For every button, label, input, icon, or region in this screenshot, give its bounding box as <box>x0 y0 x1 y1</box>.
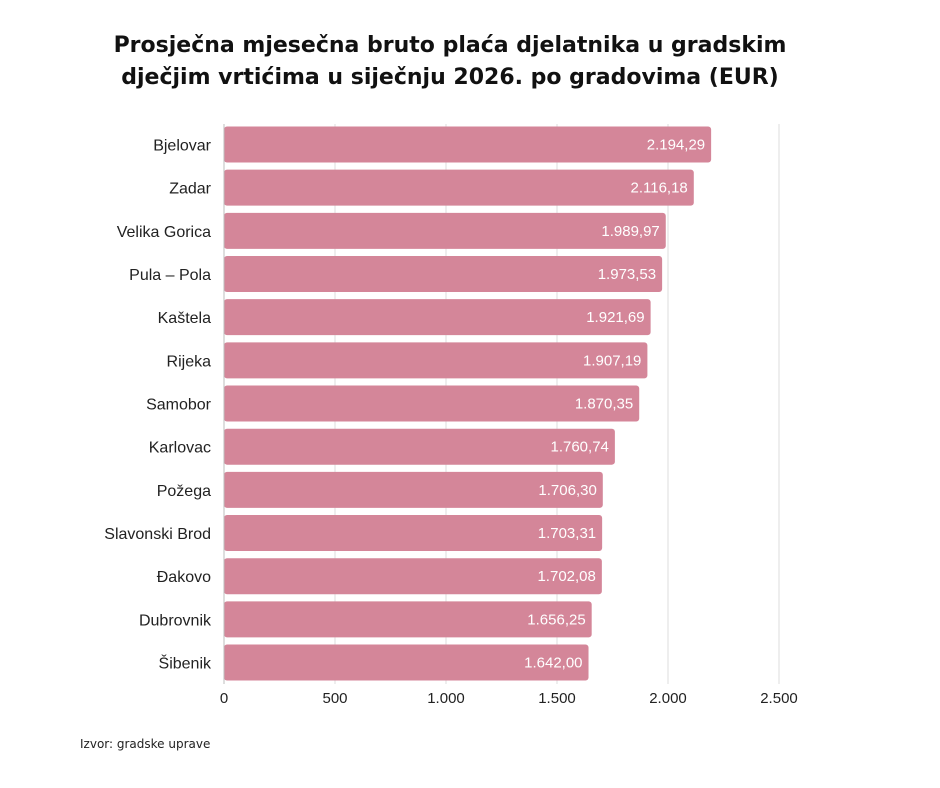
bar-value-label-11: 1.656,25 <box>527 611 585 628</box>
category-label-11: Dubrovnik <box>139 612 212 629</box>
bar-value-label-1: 2.116,18 <box>631 180 688 197</box>
category-label-12: Šibenik <box>159 654 212 673</box>
bar-2 <box>224 212 666 249</box>
category-label-2: Velika Gorica <box>117 224 211 241</box>
bar-3 <box>224 256 663 293</box>
chart-title: Prosječna mjesečna bruto plaća djelatnik… <box>60 30 840 94</box>
bar-value-label-9: 1.703,31 <box>538 525 596 542</box>
bar-value-label-2: 1.989,97 <box>601 223 659 240</box>
x-tick-label-4: 2.000 <box>649 690 687 707</box>
bar-value-label-0: 2.194,29 <box>647 137 705 154</box>
category-label-7: Karlovac <box>149 440 211 457</box>
category-label-6: Samobor <box>146 397 212 414</box>
bar-0 <box>224 126 712 163</box>
category-label-3: Pula – Pola <box>129 267 211 284</box>
bar-10 <box>224 558 602 595</box>
source-note: Izvor: gradske uprave <box>80 737 211 751</box>
chart-title-line-2: dječjim vrtićima u siječnju 2026. po gra… <box>121 65 779 90</box>
bar-value-label-3: 1.973,53 <box>598 266 656 283</box>
category-label-8: Požega <box>157 483 211 500</box>
category-label-10: Đakovo <box>157 569 211 586</box>
category-label-5: Rijeka <box>167 353 212 370</box>
category-label-9: Slavonski Brod <box>104 526 211 543</box>
bar-12 <box>224 644 589 681</box>
x-tick-label-0: 0 <box>220 690 228 707</box>
category-label-0: Bjelovar <box>153 138 211 155</box>
chart-title-line-1: Prosječna mjesečna bruto plaća djelatnik… <box>113 33 787 58</box>
x-tick-label-2: 1.000 <box>427 690 465 707</box>
bar-value-label-6: 1.870,35 <box>575 396 633 413</box>
bar-1 <box>224 169 694 206</box>
category-label-1: Zadar <box>169 181 211 198</box>
bar-value-label-10: 1.702,08 <box>537 568 595 585</box>
bar-6 <box>224 385 640 422</box>
bar-value-label-8: 1.706,30 <box>538 482 596 499</box>
bar-7 <box>224 428 615 465</box>
bar-9 <box>224 515 603 552</box>
x-tick-label-5: 2.500 <box>760 690 798 707</box>
bar-value-label-4: 1.921,69 <box>586 309 644 326</box>
bar-11 <box>224 601 592 638</box>
bar-4 <box>224 299 651 336</box>
x-tick-label-1: 500 <box>322 690 347 707</box>
x-tick-label-3: 1.500 <box>538 690 576 707</box>
category-label-4: Kaštela <box>158 310 211 327</box>
bar-value-label-5: 1.907,19 <box>583 352 641 369</box>
bar-8 <box>224 471 603 508</box>
bar-value-label-7: 1.760,74 <box>550 439 608 456</box>
bar-5 <box>224 342 648 379</box>
bar-value-label-12: 1.642,00 <box>524 655 582 672</box>
